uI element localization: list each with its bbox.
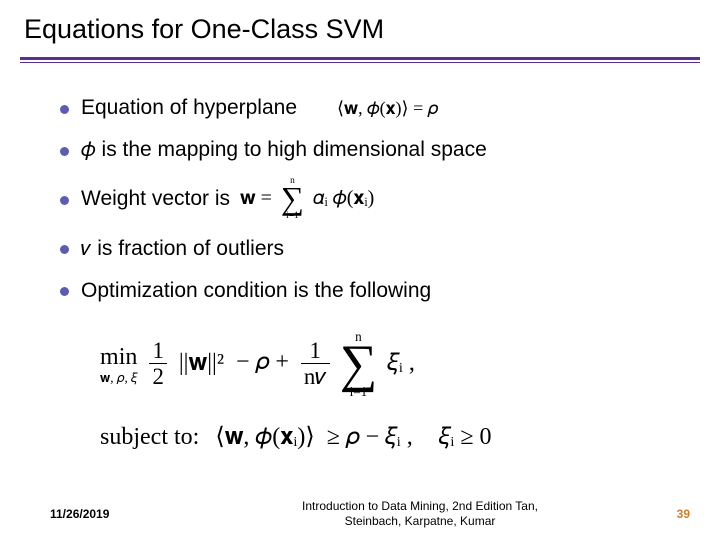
slide-title: Equations for One-Class SVM: [0, 0, 720, 51]
min-operator: min 𝐰, 𝜌, 𝜉: [100, 344, 137, 384]
bullet-5-label: Optimization condition is the following: [81, 279, 431, 303]
subject-to-label: subject to:: [100, 424, 199, 450]
eq-hyperplane: ⟨𝐰, 𝜙(𝐱)⟩ = 𝜌: [337, 98, 438, 119]
bullet-row-2: 𝜙 is the mapping to high dimensional spa…: [60, 135, 660, 165]
min-label: min: [100, 344, 137, 371]
eq-constraint: subject to: ⟨𝐰, 𝜙(𝐱ᵢ)⟩ ≥ 𝜌 − 𝜉ᵢ , 𝜉ᵢ ≥ 0: [100, 422, 660, 451]
bullet-icon: [60, 147, 69, 156]
slide-footer: 11/26/2019 Introduction to Data Mining, …: [0, 499, 720, 530]
frac-one-over-nnu: 1 n𝜈: [301, 338, 330, 389]
bullet-row-4: 𝜈 is fraction of outliers: [60, 234, 660, 264]
frac2-den: n𝜈: [301, 364, 330, 389]
constraint-lhs: ⟨𝐰, 𝜙(𝐱ᵢ)⟩: [215, 424, 314, 450]
bullet-text-3: Weight vector is 𝐰 = n ∑ i=1 𝛼ᵢ 𝜙(𝐱ᵢ): [81, 177, 374, 222]
sum-symbol: n ∑ i=1: [281, 177, 304, 222]
slide-content: Equation of hyperplane ⟨𝐰, 𝜙(𝐱)⟩ = 𝜌 𝜙 i…: [0, 73, 720, 451]
sigma-glyph-big: ∑: [340, 343, 378, 385]
frac2-num: 1: [301, 338, 330, 364]
bullet-text-2: 𝜙 is the mapping to high dimensional spa…: [81, 138, 487, 162]
bullet-icon: [60, 105, 69, 114]
footer-citation: Introduction to Data Mining, 2nd Edition…: [200, 499, 640, 530]
sigma-glyph: ∑: [281, 186, 304, 212]
bullet-text-1: Equation of hyperplane ⟨𝐰, 𝜙(𝐱)⟩ = 𝜌: [81, 96, 438, 120]
frac-half: 1 2: [149, 338, 166, 389]
sum-xi: n ∑ i=1: [340, 330, 378, 399]
norm-w: ||𝐰||²: [179, 349, 224, 375]
bullet-row-1: Equation of hyperplane ⟨𝐰, 𝜙(𝐱)⟩ = 𝜌: [60, 93, 660, 123]
bullet-icon: [60, 287, 69, 296]
sum-lower: i=1: [286, 212, 299, 221]
title-rule: [20, 57, 700, 63]
bullet-icon: [60, 245, 69, 254]
bullet-text-4: 𝜈 is fraction of outliers: [81, 237, 284, 261]
rule-thin: [20, 62, 700, 63]
bullet-text-5: Optimization condition is the following: [81, 279, 431, 303]
bullet-row-3: Weight vector is 𝐰 = n ∑ i=1 𝛼ᵢ 𝜙(𝐱ᵢ): [60, 177, 660, 222]
bullet-2-label: 𝜙 is the mapping to high dimensional spa…: [81, 138, 487, 162]
min-subscript: 𝐰, 𝜌, 𝜉: [100, 371, 137, 384]
footer-line1: Introduction to Data Mining, 2nd Edition…: [302, 499, 538, 513]
xi-body: 𝜉ᵢ ,: [387, 349, 415, 375]
footer-line2: Steinbach, Karpatne, Kumar: [345, 514, 496, 528]
bullet-icon: [60, 196, 69, 205]
bullet-row-5: Optimization condition is the following: [60, 276, 660, 306]
rule-thick: [20, 57, 700, 60]
bullet-4-label: 𝜈 is fraction of outliers: [81, 237, 284, 261]
footer-date: 11/26/2019: [0, 507, 200, 521]
eq-w-rhs: 𝛼ᵢ 𝜙(𝐱ᵢ): [313, 187, 374, 209]
frac-half-den: 2: [149, 364, 166, 389]
sum-xi-lower: i=1: [350, 385, 368, 398]
footer-page-number: 39: [640, 507, 720, 521]
eq-weight-vector: 𝐰 = n ∑ i=1 𝛼ᵢ 𝜙(𝐱ᵢ): [240, 177, 374, 222]
minus-rho-plus: − 𝜌 +: [236, 349, 289, 375]
bullet-3-label: Weight vector is: [81, 187, 230, 211]
bullet-1-label: Equation of hyperplane: [81, 96, 297, 120]
constraint-xi-pos: 𝜉ᵢ ≥ 0: [439, 424, 492, 450]
eq-w-lhs: 𝐰 =: [240, 187, 272, 209]
frac-half-num: 1: [149, 338, 166, 364]
constraint-geq1: ≥ 𝜌 − 𝜉ᵢ ,: [327, 424, 413, 450]
eq-optimization: min 𝐰, 𝜌, 𝜉 1 2 ||𝐰||² − 𝜌 + 1 n𝜈 n ∑ i=…: [100, 330, 660, 399]
